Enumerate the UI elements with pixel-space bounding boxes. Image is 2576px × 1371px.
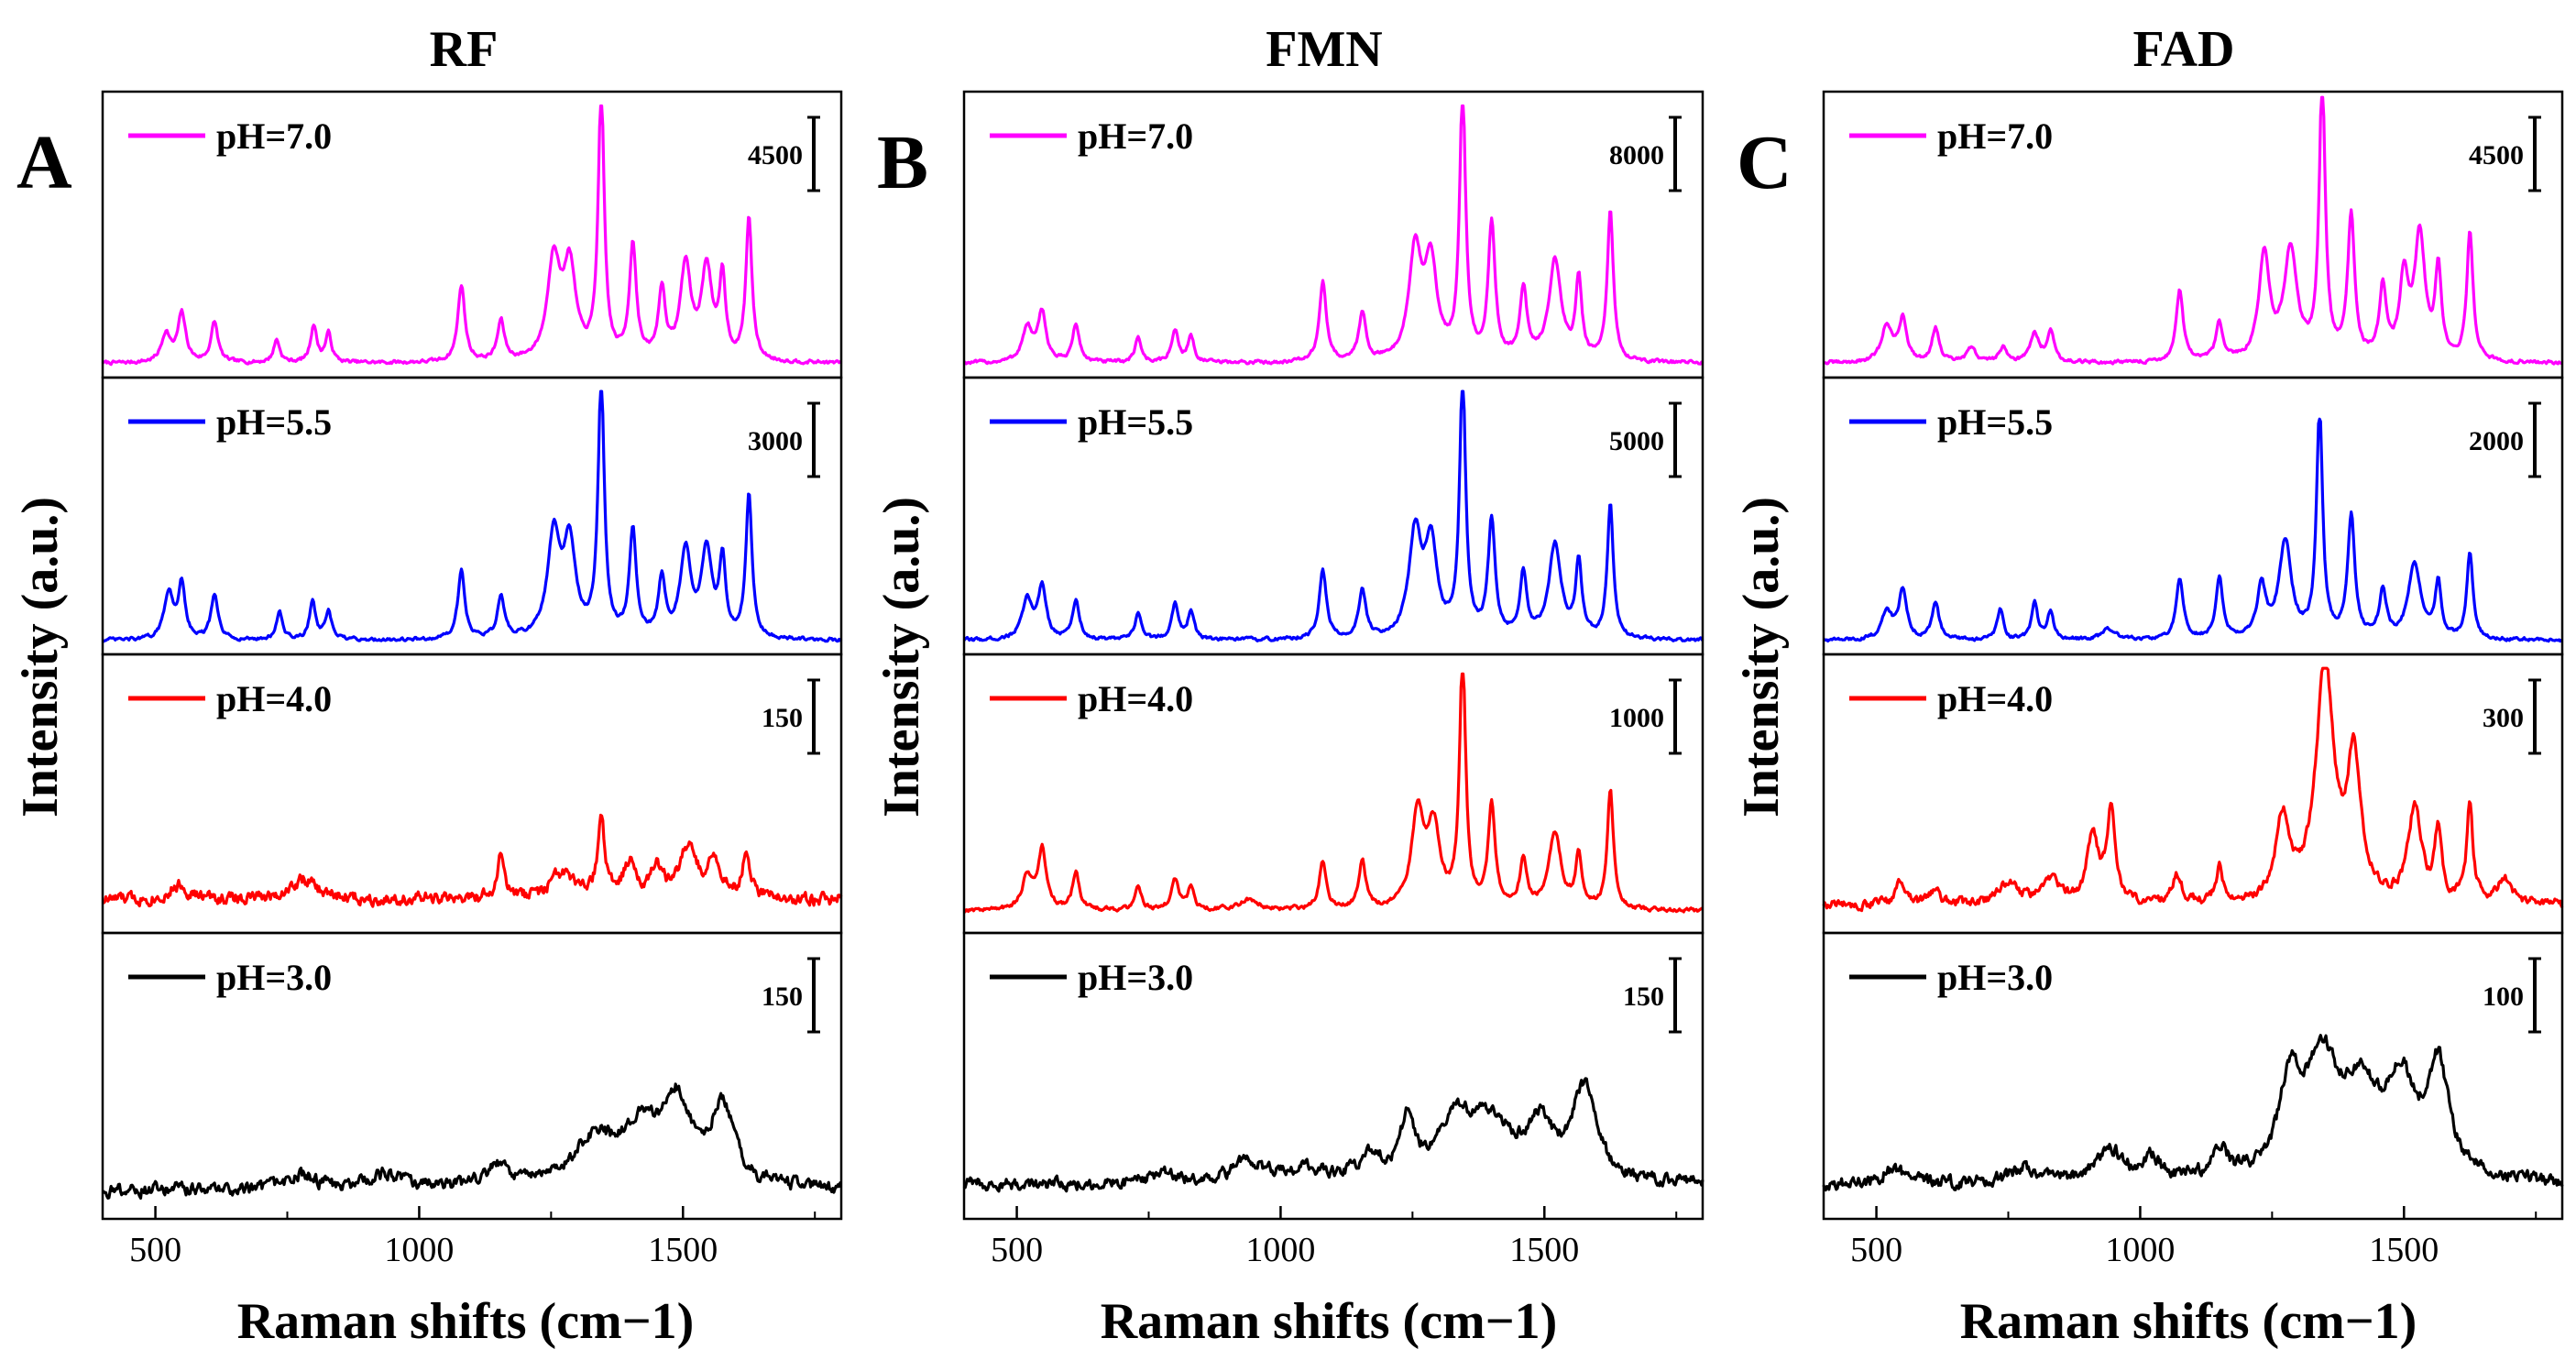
panel-title: FAD — [2133, 21, 2235, 78]
panel-fad: FAD C Intensity (a.u.) Raman shifts (cm−… — [1733, 21, 2564, 1350]
spectrum-trace — [1822, 666, 2564, 913]
y-axis-title: Intensity (a.u.) — [1733, 497, 1790, 817]
subplot-frame — [962, 931, 1705, 1221]
panel-title: FMN — [1266, 21, 1383, 78]
legend-label: pH=5.5 — [216, 401, 332, 443]
x-tick-label: 500 — [1850, 1231, 1902, 1269]
legend-label: pH=3.0 — [1078, 957, 1193, 998]
y-axis-title: Intensity (a.u.) — [873, 497, 930, 817]
scale-bar-label: 300 — [2483, 703, 2524, 733]
x-tick-label: 1000 — [1245, 1231, 1315, 1269]
plot-group: pH=7.0 4500 pH=5.5 3000 pH=4.0 150 pH=3.0 150 50… — [101, 90, 843, 1269]
spectrum-trace — [101, 813, 843, 908]
scale-bar-label: 150 — [762, 703, 803, 733]
legend-label: pH=5.5 — [1078, 401, 1193, 443]
scale-bar-label: 3000 — [748, 426, 803, 456]
legend-label: pH=3.0 — [1937, 957, 2053, 998]
subplot-frame — [962, 376, 1705, 656]
spectrum-trace — [962, 104, 1705, 366]
spectrum-trace — [102, 389, 843, 643]
x-tick-label: 1000 — [2105, 1231, 2175, 1269]
panel-letter: C — [1737, 120, 1792, 205]
scale-bar-label: 1000 — [1609, 703, 1664, 733]
subplot-frame — [1822, 931, 2564, 1221]
x-tick-label: 1000 — [384, 1231, 454, 1269]
x-tick-label: 1500 — [2369, 1231, 2439, 1269]
spectrum-trace — [962, 672, 1705, 914]
scale-bar-label: 4500 — [748, 140, 803, 170]
spectrum-trace — [1823, 417, 2563, 643]
panel-title: RF — [430, 21, 499, 78]
scale-bar-label: 100 — [2483, 982, 2524, 1012]
x-tick-label: 500 — [991, 1231, 1043, 1269]
legend-label: pH=7.0 — [216, 115, 332, 157]
plot-group: pH=7.0 8000 pH=5.5 5000 pH=4.0 1000 pH=3.0 150 5… — [962, 90, 1705, 1269]
spectrum-trace — [1822, 1034, 2564, 1192]
scale-bar-label: 8000 — [1609, 140, 1664, 170]
legend-label: pH=7.0 — [1078, 115, 1193, 157]
plot-group: pH=7.0 4500 pH=5.5 2000 pH=4.0 300 pH=3.0 100 50… — [1822, 90, 2564, 1269]
legend-label: pH=4.0 — [216, 678, 332, 719]
x-axis-title: Raman shifts (cm−1) — [1960, 1293, 2417, 1350]
scale-bar-label: 5000 — [1609, 426, 1664, 456]
x-axis-title: Raman shifts (cm−1) — [237, 1293, 695, 1350]
scale-bar-label: 150 — [762, 982, 803, 1012]
panel-letter: A — [16, 120, 72, 205]
legend-label: pH=4.0 — [1937, 678, 2053, 719]
panel-fmn: FMN B Intensity (a.u.) Raman shifts (cm−… — [873, 21, 1705, 1350]
legend-label: pH=7.0 — [1937, 115, 2053, 157]
scale-bar-label: 2000 — [2469, 426, 2524, 456]
subplot-frame — [962, 90, 1705, 379]
spectrum-trace — [962, 1077, 1705, 1193]
x-tick-label: 1500 — [648, 1231, 718, 1269]
x-tick-label: 1500 — [1509, 1231, 1579, 1269]
spectrum-trace — [101, 104, 843, 367]
spectrum-trace — [102, 1082, 842, 1200]
subplot-frame — [962, 653, 1705, 935]
spectrum-trace — [1823, 95, 2563, 366]
legend-label: pH=3.0 — [216, 957, 332, 998]
legend-label: pH=5.5 — [1937, 401, 2053, 443]
scale-bar-label: 150 — [1623, 982, 1664, 1012]
scale-bar-label: 4500 — [2469, 140, 2524, 170]
x-axis-title: Raman shifts (cm−1) — [1101, 1293, 1558, 1350]
subplot-frame — [1822, 376, 2564, 656]
panel-rf: RF A Intensity (a.u.) Raman shifts (cm−1… — [12, 21, 843, 1350]
subplot-frame — [101, 931, 843, 1221]
y-axis-title: Intensity (a.u.) — [12, 497, 69, 817]
legend-label: pH=4.0 — [1078, 678, 1193, 719]
spectrum-trace — [962, 389, 1705, 642]
subplot-frame — [101, 653, 843, 935]
panel-letter: B — [877, 120, 928, 205]
x-tick-label: 500 — [129, 1231, 181, 1269]
